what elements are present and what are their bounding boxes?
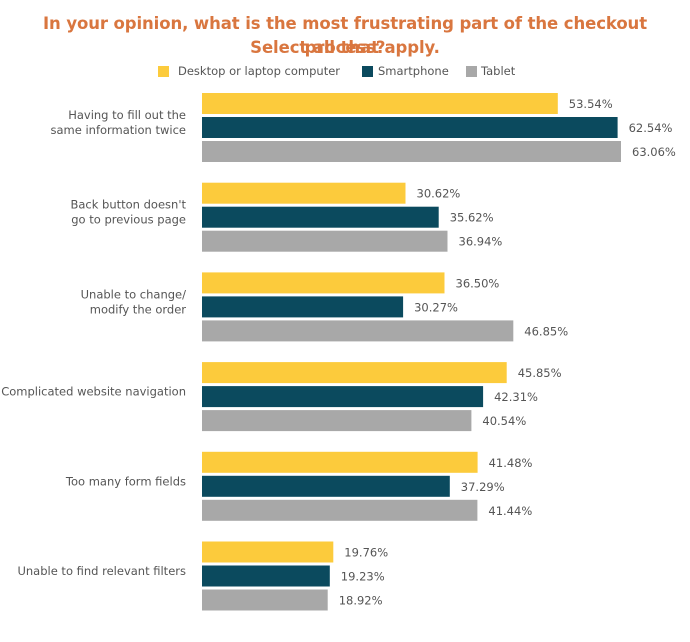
category-label: same information twice: [50, 123, 186, 137]
legend-swatch-tablet: [466, 66, 477, 77]
legend-label-smartphone: Smartphone: [378, 64, 449, 78]
value-label: 30.62%: [417, 187, 461, 201]
bar-smartphone: [202, 475, 450, 497]
bar-group: Unable to change/modify the order 36.50% 3…: [81, 272, 568, 342]
chart-subtitle: Select all that apply.: [250, 38, 440, 57]
bar-group: Back button doesn'tgo to previous page 30…: [70, 182, 503, 252]
value-label: 62.54%: [629, 121, 673, 135]
bar-tablet: [202, 499, 478, 521]
value-label: 19.76%: [344, 546, 388, 560]
bar-tablet: [202, 141, 621, 162]
value-label: 30.27%: [414, 300, 458, 314]
bar-group: Too many form fields 41.48% 37.29% 41.44%: [65, 451, 533, 521]
value-label: 36.94%: [459, 235, 503, 249]
chart-title: In your opinion, what is the most frustr…: [42, 14, 647, 57]
bar-smartphone: [202, 117, 618, 138]
bar-group: Complicated website navigation 45.85% 42.3…: [1, 362, 562, 432]
value-label: 41.48%: [489, 456, 533, 470]
bar-desktop: [202, 362, 507, 384]
bar-desktop: [202, 451, 478, 473]
bar-group: Unable to find relevant filters 19.76% 19.…: [17, 541, 388, 611]
legend: Desktop or laptop computer Smartphone Ta…: [0, 63, 690, 79]
legend-label-desktop: Desktop or laptop computer: [178, 64, 341, 78]
value-label: 40.54%: [482, 414, 526, 428]
value-label: 46.85%: [524, 324, 568, 338]
legend-swatch-smartphone: [362, 66, 373, 77]
value-label: 41.44%: [488, 504, 532, 518]
category-label: Having to fill out the: [68, 108, 186, 122]
bar-tablet: [202, 589, 328, 611]
category-label: Too many form fields: [65, 474, 186, 488]
bar-smartphone: [202, 565, 330, 587]
value-label: 42.31%: [494, 390, 538, 404]
value-label: 45.85%: [518, 366, 562, 380]
value-label: 18.92%: [339, 594, 383, 608]
bar-tablet: [202, 410, 472, 432]
category-label: Complicated website navigation: [1, 385, 186, 399]
bar-tablet: [202, 320, 514, 342]
category-label: Unable to find relevant filters: [17, 564, 186, 578]
bar-desktop: [202, 272, 445, 294]
value-label: 37.29%: [461, 480, 505, 494]
bar-desktop: [202, 541, 334, 563]
legend-label-tablet: Tablet: [481, 64, 516, 78]
category-label: Unable to change/: [81, 287, 187, 301]
bar-tablet: [202, 230, 448, 252]
value-label: 53.54%: [569, 97, 613, 111]
bar-smartphone: [202, 296, 404, 318]
value-label: 19.23%: [341, 570, 385, 584]
legend-swatch-desktop: [158, 66, 169, 77]
bar-desktop: [202, 182, 406, 204]
value-label: 36.50%: [456, 276, 500, 290]
category-label: go to previous page: [71, 213, 186, 227]
category-label: modify the order: [90, 302, 187, 316]
value-label: 35.62%: [450, 211, 494, 225]
value-label: 63.06%: [632, 145, 676, 159]
bar-smartphone: [202, 386, 484, 408]
bar-smartphone: [202, 206, 439, 228]
category-label: Back button doesn't: [70, 198, 186, 212]
bar-desktop: [202, 93, 558, 114]
